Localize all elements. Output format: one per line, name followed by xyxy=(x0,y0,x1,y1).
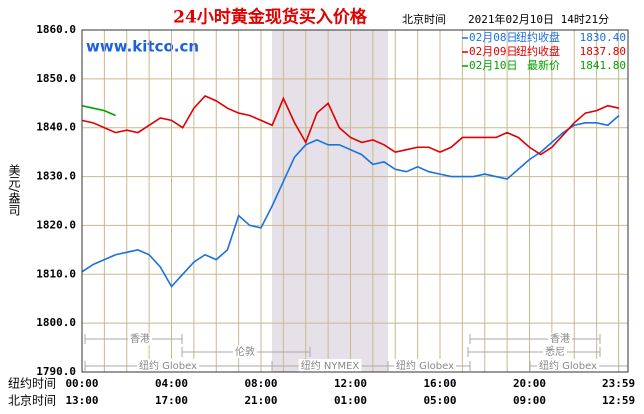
x-tick-label: 05:00 xyxy=(423,394,456,407)
x-tick-label: 12:00 xyxy=(334,377,367,390)
session-label-bg xyxy=(233,345,257,358)
y-tick-label: 1790.0 xyxy=(36,365,76,378)
session-label: 悉尼 xyxy=(545,346,565,358)
x-tick-label: 09:00 xyxy=(513,394,546,407)
session-label-bg xyxy=(136,359,200,372)
x-tick-label: 20:00 xyxy=(513,377,546,390)
x-row-label: 北京时间 xyxy=(8,394,56,408)
session-label: 纽约 Globex xyxy=(396,359,454,372)
x-row-label: 纽约时间 xyxy=(8,376,56,391)
y-tick-label: 1860.0 xyxy=(36,23,76,36)
y-tick-label: 1810.0 xyxy=(36,267,76,280)
y-tick-label: 1830.0 xyxy=(36,170,76,183)
session-label: 纽约 Globex xyxy=(139,359,197,372)
legend-value: 1830.40 xyxy=(580,31,626,44)
x-tick-label: 21:00 xyxy=(244,394,277,407)
session-label-bg xyxy=(298,359,362,372)
legend-text: 纽约收盘 xyxy=(516,30,560,44)
x-tick-label: 16:00 xyxy=(423,377,456,390)
session-label: 纽约 Globex xyxy=(539,359,597,372)
y-tick-label: 1820.0 xyxy=(36,218,76,231)
plot-frame xyxy=(81,29,629,373)
y-axis-label: 美元/盎司 xyxy=(7,164,21,216)
timestamp: 2021年02月10日 14时21分 xyxy=(468,12,609,26)
session-bracket xyxy=(467,347,601,357)
price-line xyxy=(81,104,116,117)
x-tick-label: 12:59 xyxy=(602,394,635,407)
site: www.kitco.cn xyxy=(86,38,199,56)
session-label: 香港 xyxy=(550,333,570,345)
x-tick-label: 01:00 xyxy=(334,394,367,407)
y-tick-label: 1800.0 xyxy=(36,316,76,329)
x-tick-label: 00:00 xyxy=(65,377,98,390)
legend-text: 最新价 xyxy=(527,58,560,72)
price-line xyxy=(81,94,620,156)
session-label: 香港 xyxy=(130,333,150,345)
x-tick-label: 23:59 xyxy=(602,377,635,390)
y-tick-label: 1840.0 xyxy=(36,121,76,134)
price-line xyxy=(81,114,620,288)
session-label-bg xyxy=(543,346,567,358)
y-tick-label: 1850.0 xyxy=(36,72,76,85)
session-label-bg xyxy=(128,333,152,345)
session-label-bg xyxy=(393,359,457,372)
legend-name: 02月10日 xyxy=(469,59,518,72)
session-label: 纽约 NYMEX xyxy=(301,359,360,372)
time-zone-label: 北京时间 xyxy=(402,12,446,26)
legend-value: 1837.80 xyxy=(580,45,626,58)
session-label: 伦敦 xyxy=(235,345,255,358)
session-band xyxy=(272,30,388,372)
x-tick-label: 13:00 xyxy=(65,394,98,407)
x-tick-label: 04:00 xyxy=(155,377,188,390)
legend-name: 02月09日 xyxy=(469,45,518,58)
x-tick-label: 17:00 xyxy=(155,394,188,407)
chart-title: 24小时黄金现货买入价格 xyxy=(173,7,368,28)
legend-value: 1841.80 xyxy=(580,59,626,72)
session-bracket xyxy=(469,334,601,344)
legend-name: 02月08日 xyxy=(469,31,518,44)
x-tick-label: 08:00 xyxy=(244,377,277,390)
session-label-bg xyxy=(536,359,600,372)
legend-text: 纽约收盘 xyxy=(516,44,560,58)
session-label-bg xyxy=(548,333,572,345)
